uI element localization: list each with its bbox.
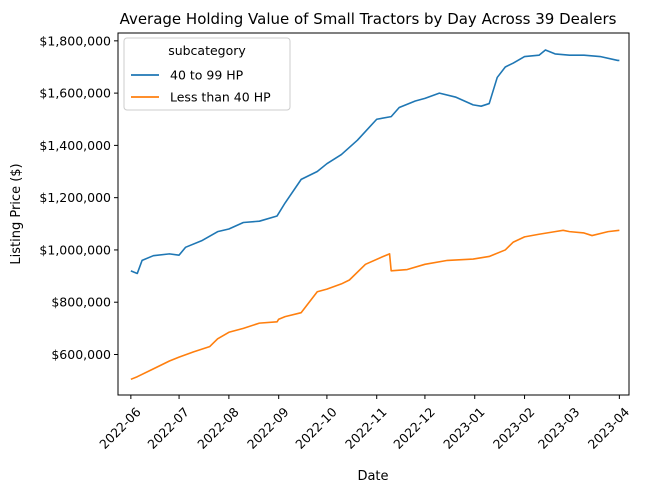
y-axis: $600,000 $800,000 $1,000,000 $1,200,000 $1,4… bbox=[39, 33, 118, 362]
legend-box bbox=[123, 37, 291, 111]
series-line-0 bbox=[130, 49, 620, 275]
plot-series bbox=[130, 49, 620, 381]
x-tick-label: 2023-02 bbox=[490, 404, 538, 452]
y-tick-label: $1,200,000 bbox=[39, 190, 111, 205]
legend-title: subcategory bbox=[168, 43, 246, 58]
x-axis-label: Date bbox=[357, 469, 388, 484]
legend: subcategory 40 to 99 HP Less than 40 HP bbox=[123, 37, 291, 111]
y-tick-label: $1,600,000 bbox=[39, 86, 111, 101]
y-tick-label: $1,800,000 bbox=[39, 33, 111, 48]
series-line-1 bbox=[130, 229, 620, 381]
x-tick-label: 2022-06 bbox=[96, 404, 144, 452]
legend-label-1: Less than 40 HP bbox=[170, 90, 271, 105]
x-tick-label: 2023-04 bbox=[585, 404, 633, 452]
x-tick-label: 2022-12 bbox=[390, 404, 438, 452]
y-axis-label: Listing Price ($) bbox=[9, 163, 24, 264]
chart-title: Average Holding Value of Small Tractors … bbox=[120, 10, 617, 28]
x-tick-label: 2022-10 bbox=[292, 404, 340, 452]
legend-entries: 40 to 99 HP Less than 40 HP bbox=[131, 68, 271, 105]
legend-label-0: 40 to 99 HP bbox=[170, 68, 244, 83]
x-tick-label: 2023-01 bbox=[440, 404, 488, 452]
x-tick-label: 2022-09 bbox=[244, 404, 292, 452]
y-tick-label: $600,000 bbox=[51, 347, 111, 362]
x-axis: 2022-06 2022-07 2022-08 2022-09 2022-10 2022-… bbox=[96, 395, 632, 452]
y-tick-label: $1,000,000 bbox=[39, 242, 111, 257]
x-tick-label: 2022-11 bbox=[342, 404, 390, 452]
y-tick-label: $800,000 bbox=[51, 295, 111, 310]
x-tick-label: 2022-07 bbox=[144, 404, 192, 452]
plot-frame bbox=[117, 32, 630, 396]
x-tick-label: 2023-03 bbox=[535, 404, 583, 452]
x-tick-label: 2022-08 bbox=[194, 404, 242, 452]
y-tick-label: $1,400,000 bbox=[39, 138, 111, 153]
